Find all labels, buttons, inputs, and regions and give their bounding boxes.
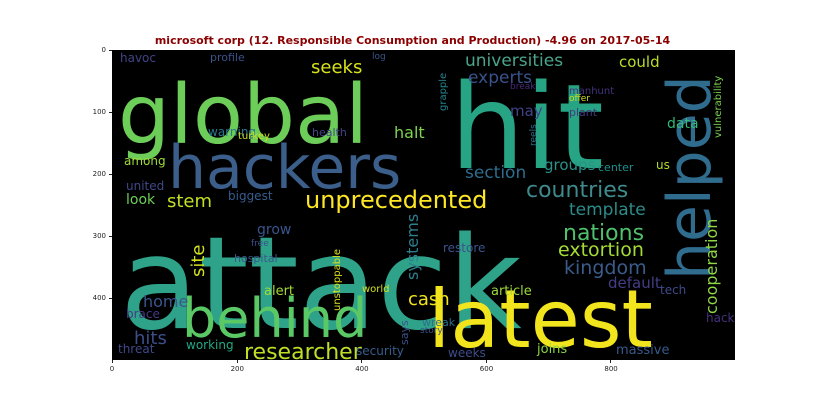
word-section: section — [465, 163, 526, 183]
x-tick-label: 0 — [109, 365, 115, 373]
y-tick-mark — [109, 50, 112, 51]
x-tick-label: 800 — [604, 365, 618, 373]
x-tick-mark — [236, 360, 238, 363]
x-tick-mark — [361, 360, 363, 363]
word-cooperation: cooperation — [702, 219, 721, 314]
word-hits: hits — [134, 328, 167, 349]
word-hackers: hackers — [168, 133, 401, 203]
word-massive: massive — [616, 343, 669, 358]
y-tick-mark — [109, 298, 112, 299]
y-tick-label: 100 — [92, 108, 106, 116]
word-working: working — [186, 338, 234, 352]
x-tick-mark — [485, 360, 487, 363]
word-profile: profile — [210, 51, 245, 64]
word-vulnerability: vulnerability — [713, 76, 724, 138]
y-tick-mark — [109, 236, 112, 237]
word-behind: behind — [182, 287, 367, 350]
y-tick-mark — [109, 112, 112, 113]
word-countries: countries — [526, 178, 628, 203]
word-havoc: havoc — [120, 51, 156, 65]
x-tick-label: 600 — [479, 365, 494, 373]
word-log: log — [372, 52, 386, 62]
word-latest: latest — [428, 273, 653, 360]
word-universities: universities — [465, 51, 563, 71]
word-break: break — [510, 82, 536, 92]
word-cash: cash — [408, 289, 450, 310]
word-data: data — [667, 116, 699, 132]
word-warning: warning — [208, 125, 256, 139]
word-template: template — [569, 200, 646, 220]
chart-title: microsoft corp (12. Responsible Consumpt… — [154, 34, 671, 47]
word-us: us — [656, 158, 670, 172]
word-home: home — [143, 292, 188, 311]
word-united: united — [126, 179, 164, 193]
word-wreak: wreak — [422, 316, 456, 329]
word-manhunt: manhunt — [569, 86, 614, 97]
word-joins: joins — [536, 342, 567, 357]
word-hit: hit — [450, 58, 604, 196]
word-restore: restore — [443, 241, 485, 255]
word-default: default — [608, 274, 661, 292]
word-free: free — [251, 239, 269, 249]
x-tick-mark — [112, 360, 113, 363]
word-grow: grow — [257, 222, 291, 238]
word-could: could — [619, 53, 660, 71]
word-tech: tech — [660, 283, 686, 297]
word-says: says — [398, 320, 411, 345]
word-groups: groups — [544, 156, 596, 174]
word-attack: attack — [120, 210, 522, 359]
word-cloud-canvas: attack hit global latest hackers helped behind… — [118, 51, 735, 360]
word-halt: halt — [394, 123, 425, 142]
word-alert: alert — [264, 284, 294, 299]
word-unprecedented: unprecedented — [305, 186, 487, 214]
word-brace: brace — [126, 307, 160, 321]
word-cloud: attack hit global latest hackers helped behind… — [112, 50, 735, 360]
word-hack: hack — [706, 311, 735, 325]
word-kingdom: kingdom — [564, 257, 647, 279]
word-may: may — [510, 102, 543, 120]
word-health: health — [312, 126, 347, 139]
word-reels: reels — [529, 124, 539, 146]
word-story: story — [420, 326, 443, 336]
word-among: among — [124, 154, 166, 168]
word-article: article — [491, 284, 532, 299]
word-nations: nations — [563, 221, 644, 246]
word-systems: systems — [403, 214, 422, 280]
word-stem: stem — [167, 191, 212, 212]
word-hospital: hospital — [234, 252, 278, 265]
word-security: security — [356, 344, 404, 358]
word-biggest: biggest — [228, 189, 273, 203]
word-global: global — [118, 68, 368, 163]
y-tick-label: 300 — [92, 232, 106, 240]
y-tick-label: 400 — [92, 294, 106, 302]
word-turkey: turkey — [238, 131, 270, 142]
x-tick-label: 400 — [355, 365, 369, 373]
word-plant: plant — [569, 106, 598, 119]
word-weeks: weeks — [448, 346, 486, 360]
y-tick-mark — [109, 174, 112, 175]
word-experts: experts — [468, 68, 532, 88]
word-unstoppable: unstoppable — [332, 249, 343, 311]
word-world: world — [362, 284, 390, 295]
x-tick-label: 200 — [230, 365, 244, 373]
word-center: center — [598, 161, 634, 174]
word-extortion: extortion — [558, 239, 644, 261]
word-look: look — [126, 192, 156, 208]
word-offer: offer — [569, 94, 590, 104]
word-threat: threat — [118, 342, 155, 356]
y-tick-label: 200 — [92, 170, 106, 178]
word-researcher: researcher — [244, 340, 363, 360]
word-seeks: seeks — [311, 57, 362, 78]
word-helped: helped — [655, 75, 725, 280]
word-site: site — [188, 244, 209, 277]
word-grapple: grapple — [438, 73, 449, 111]
y-tick-label: 0 — [101, 46, 106, 54]
x-tick-mark — [610, 360, 612, 363]
